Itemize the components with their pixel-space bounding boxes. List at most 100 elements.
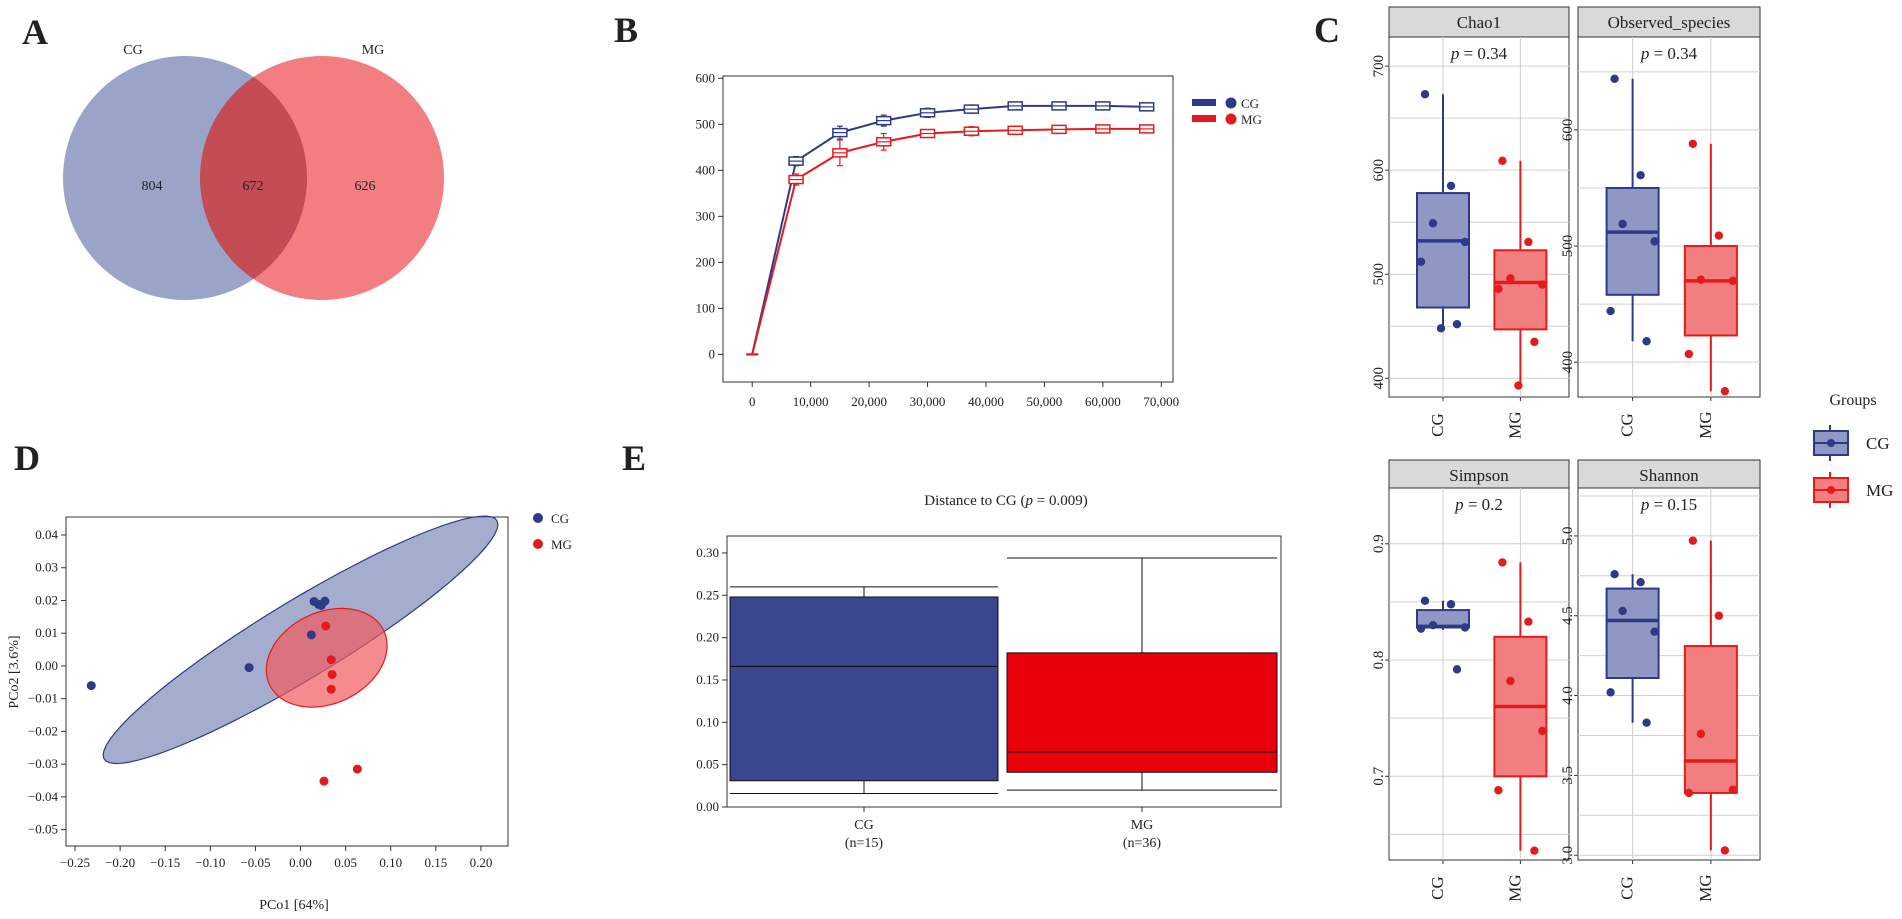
x-tick-label: CG: [854, 818, 873, 833]
p-value-label: p = 0.15: [1640, 495, 1697, 514]
legend-dot-cg: [533, 513, 543, 523]
y-tick-label: 0.02: [35, 592, 58, 607]
box-body: [1416, 192, 1470, 309]
legend-swatch-cg: [1192, 99, 1216, 106]
data-point: [1696, 729, 1706, 739]
y-tick-label: 600: [1560, 119, 1576, 142]
series-boxmark-cg: [1138, 102, 1155, 112]
y-tick-label: 0.7: [1371, 766, 1387, 785]
legend-key-cg: [1813, 425, 1849, 461]
data-point: [1452, 665, 1462, 674]
data-point: [1642, 337, 1651, 346]
data-point: [1538, 726, 1547, 736]
series-boxmark-mg: [788, 173, 804, 186]
box-cg: [1605, 74, 1660, 346]
legend-title: Groups: [1829, 392, 1876, 409]
series-boxmark-mg: [919, 128, 936, 139]
x-tick-sublabel: (n=36): [1123, 836, 1162, 851]
data-point: [1714, 231, 1724, 240]
facet-observed-species: Observed_species 400 500 600 p = 0.34 CG MG: [1560, 6, 1761, 439]
box-mg: [1006, 557, 1278, 791]
data-point-cg: [306, 630, 316, 640]
data-point: [1416, 624, 1426, 633]
y-tick-label: 500: [696, 116, 716, 131]
data-point: [1606, 306, 1615, 316]
y-tick-label: −0.05: [28, 822, 58, 837]
data-point: [1498, 558, 1507, 567]
box-body: [1605, 587, 1660, 679]
facet-strip: [1388, 6, 1570, 38]
data-point: [1420, 596, 1430, 605]
box-mg: [1493, 558, 1548, 855]
y-tick-label: 0.00: [35, 658, 58, 673]
x-tick-label: −0.15: [150, 855, 180, 870]
legend-label-cg: CG: [551, 511, 569, 526]
data-point: [1494, 786, 1503, 795]
facet-shannon: Shannon 3.0 3.5 4.0 4.5 5.0 p = 0.15 CG MG: [1560, 459, 1761, 902]
x-tick-label: 0.00: [289, 855, 312, 870]
data-point: [1524, 617, 1533, 626]
y-tick-label: 3.0: [1560, 846, 1576, 865]
y-tick-label: 100: [696, 300, 716, 315]
y-tick-label: 200: [696, 254, 716, 269]
box-mg: [1683, 536, 1738, 855]
series-line-cg: [751, 104, 1147, 355]
x-tick-label: −0.05: [240, 855, 270, 870]
confidence-ellipse-mg: [265, 607, 388, 708]
panel-a-letter: A: [22, 12, 48, 52]
p-symbol: p: [1640, 44, 1650, 63]
box-body: [1683, 645, 1738, 794]
series-boxmark-mg: [1051, 124, 1067, 135]
x-tick-label: CG: [1428, 876, 1447, 900]
data-point-mg: [352, 764, 362, 774]
panel-d-pcoa-scatter: D PCo1 [64%] PCo2 [3.6%] −0.25 −0.20 −0.15…: [7, 438, 572, 913]
data-point: [1688, 139, 1698, 149]
data-point: [1506, 274, 1515, 283]
y-tick-label: 0.03: [35, 560, 58, 575]
data-point: [1446, 181, 1456, 190]
y-tick-label: 4.0: [1560, 686, 1576, 705]
series-boxmark-mg: [1007, 125, 1023, 136]
series-boxmark-cg: [1007, 101, 1023, 111]
legend-dot: [1827, 486, 1835, 494]
y-tick-label: 0.10: [696, 714, 719, 729]
data-point: [1494, 284, 1503, 293]
x-tick-label: MG: [1696, 411, 1715, 438]
p-number: = 0.2: [1464, 495, 1503, 514]
legend-dot-mg: [533, 539, 543, 549]
data-point: [1460, 237, 1470, 247]
y-tick-label: 0.9: [1371, 534, 1387, 553]
data-point: [1728, 785, 1738, 794]
series-boxmark-mg: [1095, 124, 1111, 134]
data-point: [1452, 319, 1462, 329]
p-symbol: p: [1640, 495, 1650, 514]
facet-title: Observed_species: [1608, 13, 1731, 32]
data-point: [1506, 676, 1515, 686]
venn-count-mg-only: 626: [355, 179, 376, 194]
data-point: [1428, 219, 1438, 228]
series-boxmark-cg: [788, 155, 804, 167]
y-tick-label: 600: [696, 70, 716, 85]
y-tick-label: 5.0: [1560, 527, 1576, 546]
venn-intersection: [200, 77, 307, 279]
y-tick-label: 3.5: [1560, 766, 1576, 785]
box-body: [1683, 245, 1738, 337]
series-line-mg: [751, 127, 1147, 355]
x-tick-label: MG: [1131, 818, 1154, 833]
panel-b-rarefaction-chart: B 0 100 200 300 400 500 600 0 10,000 20,000 30,000…: [614, 10, 1262, 409]
panel-d-letter: D: [14, 438, 40, 478]
y-tick-label: 0.30: [696, 545, 719, 560]
data-point-mg: [327, 669, 337, 679]
panel-e-letter: E: [622, 438, 646, 478]
y-axis-label: PCo2 [3.6%]: [7, 635, 22, 708]
data-point: [1636, 170, 1645, 180]
facet-simpson: Simpson 0.7 0.8 0.9 p = 0.2 CG MG: [1371, 459, 1570, 902]
data-point-mg: [321, 621, 331, 631]
x-tick-sublabel: (n=15): [845, 836, 884, 851]
data-point: [1728, 276, 1738, 286]
legend-label-mg: MG: [551, 537, 572, 552]
data-point-mg: [326, 655, 336, 665]
series-boxmark-mg: [832, 139, 848, 167]
data-point: [1650, 627, 1659, 636]
